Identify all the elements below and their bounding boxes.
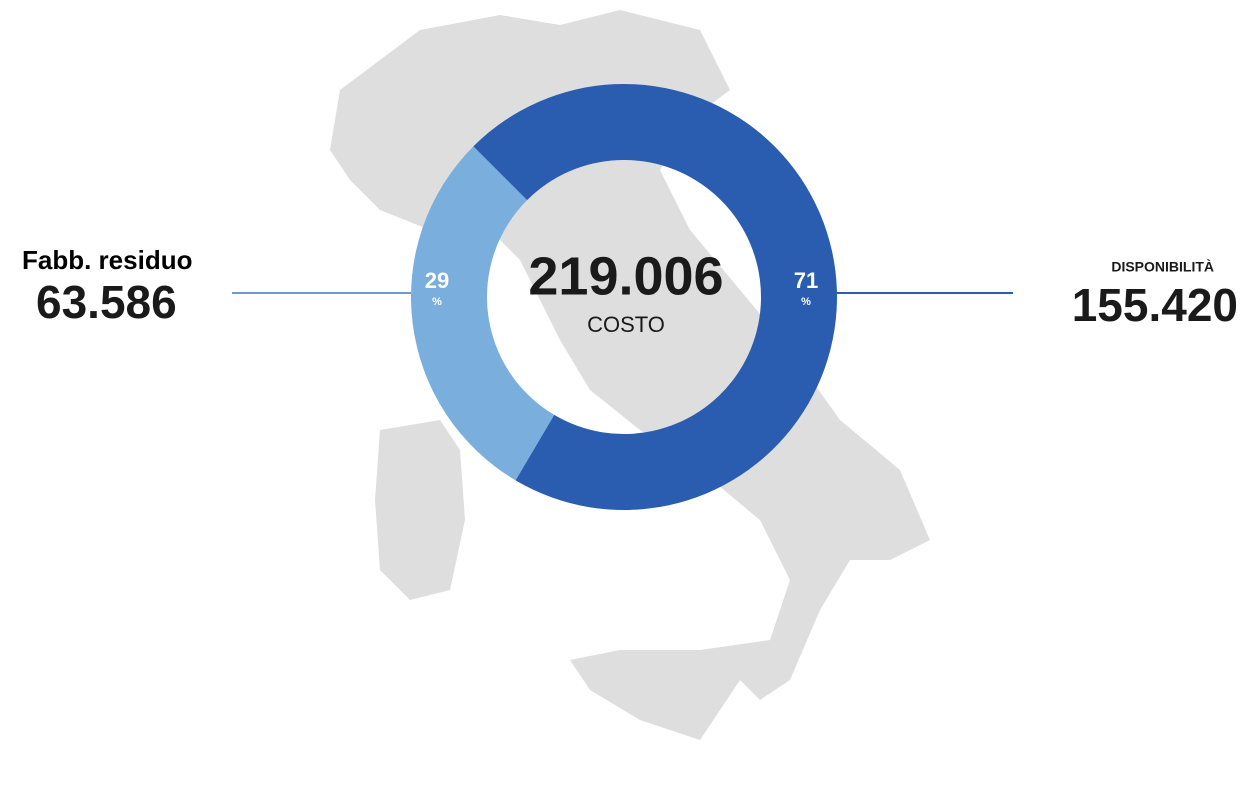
amount-label: 63.586 (36, 276, 177, 328)
category-label: DISPONIBILITÀ (1111, 259, 1214, 275)
donut-slice (473, 83, 837, 510)
category-label: Fabb. residuo (22, 245, 192, 275)
donut-slice (410, 146, 555, 481)
amount-label: 155.420 (1072, 279, 1238, 331)
total-label: COSTO (587, 312, 665, 337)
sardinia-background (375, 420, 465, 600)
percent-label: 71 (794, 268, 818, 293)
total-value: 219.006 (528, 246, 723, 306)
percent-unit: % (801, 296, 811, 308)
percent-label: 29 (425, 268, 449, 293)
percent-unit: % (432, 296, 442, 308)
